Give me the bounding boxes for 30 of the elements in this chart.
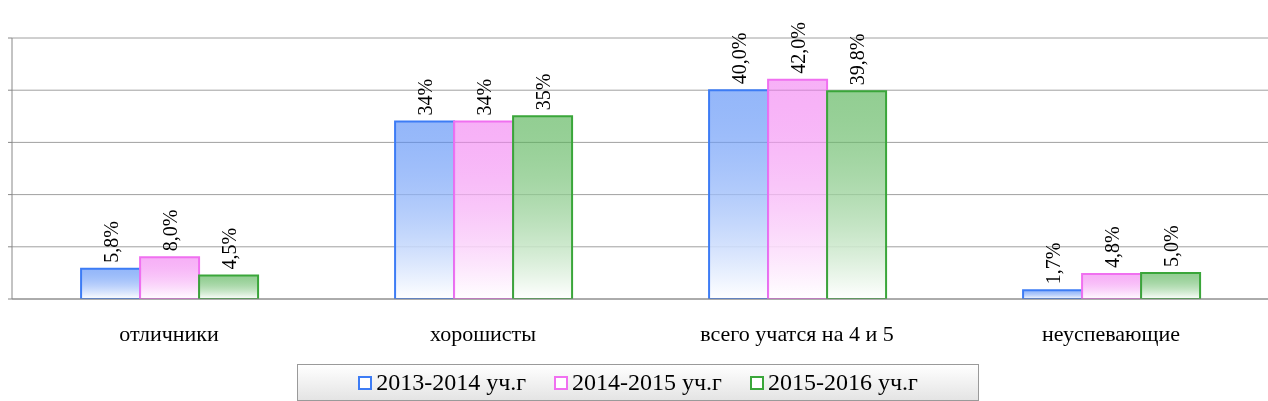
legend-label: 2013-2014 уч.г [375,369,527,396]
data-label: 4,8% [1100,226,1123,268]
data-label: 39,8% [845,33,868,86]
data-label: 35% [531,73,554,111]
data-label: 40,0% [727,32,750,85]
data-label: 8,0% [158,209,181,252]
bar [80,267,142,299]
legend-label: 2015-2016 уч.г [766,369,918,396]
x-tick-label: неуспевающие [1041,320,1181,346]
bar [139,256,201,299]
bar [1140,271,1202,299]
x-tick-label: всего учатся на 4 и 5 [700,320,894,346]
bar [1081,272,1143,299]
bar [512,115,574,299]
x-tick-label: хорошисты [429,320,537,346]
bar [453,120,515,299]
legend-label: 2014-2015 уч.г [571,369,722,396]
x-tick-label: отличники [119,320,220,346]
bar [767,78,829,299]
data-label: 5,0% [1159,225,1182,267]
data-label: 4,5% [217,227,240,270]
bar [826,90,888,299]
data-label: 1,7% [1041,242,1064,285]
data-label: 34% [413,78,436,116]
data-label: 34% [472,78,495,116]
data-label: 42,0% [786,22,809,74]
bar [708,89,770,299]
data-label: 5,8% [99,221,122,263]
bar [394,120,456,299]
bar [198,274,260,299]
